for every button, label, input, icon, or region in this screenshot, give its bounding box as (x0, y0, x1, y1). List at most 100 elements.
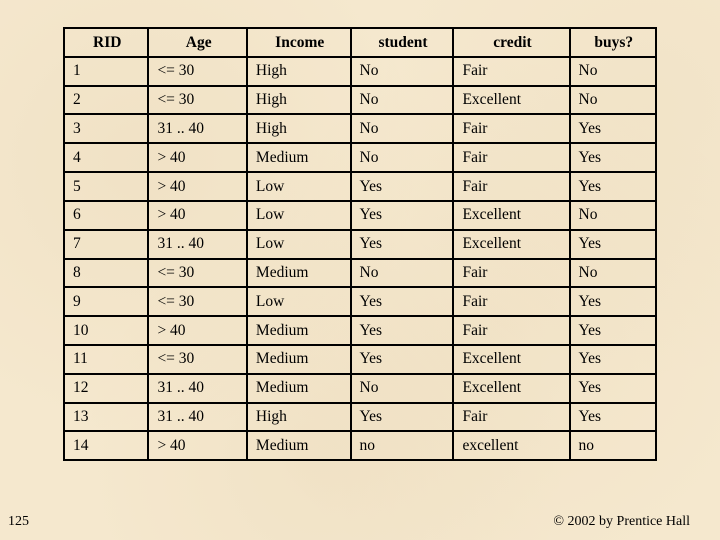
table-cell: High (247, 403, 351, 432)
table-cell: > 40 (148, 431, 246, 460)
table-row: 2<= 30HighNoExcellentNo (64, 86, 656, 115)
table-cell: Yes (351, 230, 454, 259)
table-cell: <= 30 (148, 57, 246, 86)
table-cell: no (570, 431, 656, 460)
table-cell: Yes (570, 114, 656, 143)
table-cell: 11 (64, 345, 148, 374)
table-cell: Yes (570, 345, 656, 374)
table-cell: > 40 (148, 316, 246, 345)
table-cell: No (351, 114, 454, 143)
table-cell: Excellent (453, 345, 569, 374)
table-cell: Excellent (453, 230, 569, 259)
data-table-container: RID Age Income student credit buys? 1<= … (63, 27, 657, 461)
table-row: 11<= 30MediumYesExcellentYes (64, 345, 656, 374)
table-cell: Yes (351, 172, 454, 201)
table-cell: Yes (351, 403, 454, 432)
col-header-student: student (351, 28, 454, 57)
col-header-rid: RID (64, 28, 148, 57)
table-cell: 13 (64, 403, 148, 432)
table-cell: 2 (64, 86, 148, 115)
table-cell: <= 30 (148, 259, 246, 288)
table-header-row: RID Age Income student credit buys? (64, 28, 656, 57)
table-row: 4> 40MediumNoFairYes (64, 143, 656, 172)
table-body: 1<= 30HighNoFairNo2<= 30HighNoExcellentN… (64, 57, 656, 460)
table-cell: Medium (247, 374, 351, 403)
table-cell: Fair (453, 259, 569, 288)
table-cell: High (247, 114, 351, 143)
table-cell: Low (247, 201, 351, 230)
table-cell: 10 (64, 316, 148, 345)
table-cell: > 40 (148, 172, 246, 201)
table-cell: 8 (64, 259, 148, 288)
table-cell: 31 .. 40 (148, 114, 246, 143)
table-cell: Yes (351, 287, 454, 316)
table-row: 331 .. 40HighNoFairYes (64, 114, 656, 143)
table-row: 8<= 30MediumNoFairNo (64, 259, 656, 288)
table-cell: No (351, 259, 454, 288)
table-row: 731 .. 40LowYesExcellentYes (64, 230, 656, 259)
table-cell: Medium (247, 345, 351, 374)
table-cell: 9 (64, 287, 148, 316)
table-cell: Yes (570, 374, 656, 403)
table-cell: 6 (64, 201, 148, 230)
table-cell: No (351, 57, 454, 86)
table-cell: Excellent (453, 374, 569, 403)
table-cell: High (247, 86, 351, 115)
table-cell: 31 .. 40 (148, 230, 246, 259)
table-row: 1<= 30HighNoFairNo (64, 57, 656, 86)
table-cell: Low (247, 172, 351, 201)
table-cell: Excellent (453, 201, 569, 230)
table-cell: No (570, 259, 656, 288)
table-cell: <= 30 (148, 345, 246, 374)
table-row: 5> 40LowYesFairYes (64, 172, 656, 201)
table-cell: 5 (64, 172, 148, 201)
col-header-buys: buys? (570, 28, 656, 57)
table-cell: Fair (453, 316, 569, 345)
table-cell: Yes (570, 287, 656, 316)
table-cell: <= 30 (148, 287, 246, 316)
copyright-text: © 2002 by Prentice Hall (553, 514, 690, 530)
table-cell: Fair (453, 287, 569, 316)
table-cell: No (351, 86, 454, 115)
table-cell: No (570, 57, 656, 86)
table-cell: 4 (64, 143, 148, 172)
table-cell: Low (247, 230, 351, 259)
table-cell: Yes (351, 201, 454, 230)
table-cell: No (570, 86, 656, 115)
table-cell: 31 .. 40 (148, 374, 246, 403)
table-row: 9<= 30LowYesFairYes (64, 287, 656, 316)
table-cell: Yes (351, 345, 454, 374)
table-cell: Yes (570, 230, 656, 259)
slide-number: 125 (8, 514, 29, 530)
table-cell: Fair (453, 114, 569, 143)
table-cell: 7 (64, 230, 148, 259)
table-cell: > 40 (148, 201, 246, 230)
table-cell: Medium (247, 316, 351, 345)
table-cell: No (570, 201, 656, 230)
table-row: 14> 40Mediumnoexcellentno (64, 431, 656, 460)
table-cell: Fair (453, 403, 569, 432)
col-header-age: Age (148, 28, 246, 57)
table-row: 1331 .. 40HighYesFairYes (64, 403, 656, 432)
table-cell: Yes (570, 143, 656, 172)
col-header-credit: credit (453, 28, 569, 57)
table-cell: Yes (570, 172, 656, 201)
table-cell: Fair (453, 57, 569, 86)
table-cell: Fair (453, 172, 569, 201)
table-row: 6> 40LowYesExcellentNo (64, 201, 656, 230)
table-row: 10> 40MediumYesFairYes (64, 316, 656, 345)
table-cell: no (351, 431, 454, 460)
col-header-income: Income (247, 28, 351, 57)
table-cell: Excellent (453, 86, 569, 115)
table-cell: 14 (64, 431, 148, 460)
table-cell: 1 (64, 57, 148, 86)
table-cell: 12 (64, 374, 148, 403)
table-cell: 3 (64, 114, 148, 143)
table-cell: Medium (247, 431, 351, 460)
table-cell: No (351, 374, 454, 403)
table-cell: Low (247, 287, 351, 316)
table-cell: 31 .. 40 (148, 403, 246, 432)
table-cell: High (247, 57, 351, 86)
table-cell: Medium (247, 259, 351, 288)
table-cell: Fair (453, 143, 569, 172)
